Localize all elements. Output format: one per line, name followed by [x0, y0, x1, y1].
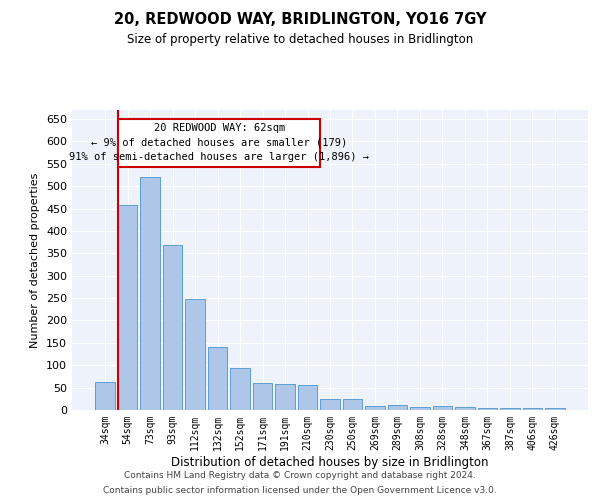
- Bar: [230, 368, 250, 410]
- Bar: [365, 406, 385, 410]
- Text: ← 9% of detached houses are smaller (179): ← 9% of detached houses are smaller (179…: [91, 138, 347, 147]
- Text: Contains public sector information licensed under the Open Government Licence v3: Contains public sector information licen…: [103, 486, 497, 495]
- Bar: [253, 383, 272, 410]
- Bar: [95, 382, 115, 410]
- Bar: [388, 404, 407, 410]
- Bar: [500, 408, 520, 410]
- Text: 20 REDWOOD WAY: 62sqm: 20 REDWOOD WAY: 62sqm: [154, 123, 285, 133]
- Bar: [298, 386, 317, 410]
- Bar: [545, 408, 565, 410]
- Bar: [455, 408, 475, 410]
- Bar: [118, 206, 137, 410]
- Bar: [478, 408, 497, 410]
- Text: Size of property relative to detached houses in Bridlington: Size of property relative to detached ho…: [127, 32, 473, 46]
- Text: Contains HM Land Registry data © Crown copyright and database right 2024.: Contains HM Land Registry data © Crown c…: [124, 471, 476, 480]
- Bar: [208, 348, 227, 410]
- Text: 91% of semi-detached houses are larger (1,896) →: 91% of semi-detached houses are larger (…: [69, 152, 369, 162]
- X-axis label: Distribution of detached houses by size in Bridlington: Distribution of detached houses by size …: [171, 456, 489, 468]
- Bar: [320, 400, 340, 410]
- Text: 20, REDWOOD WAY, BRIDLINGTON, YO16 7GY: 20, REDWOOD WAY, BRIDLINGTON, YO16 7GY: [114, 12, 486, 28]
- FancyBboxPatch shape: [118, 118, 320, 167]
- Bar: [433, 406, 452, 410]
- Bar: [343, 400, 362, 410]
- Y-axis label: Number of detached properties: Number of detached properties: [31, 172, 40, 348]
- Bar: [163, 245, 182, 410]
- Bar: [523, 408, 542, 410]
- Bar: [185, 299, 205, 410]
- Bar: [140, 176, 160, 410]
- Bar: [410, 408, 430, 410]
- Bar: [275, 384, 295, 410]
